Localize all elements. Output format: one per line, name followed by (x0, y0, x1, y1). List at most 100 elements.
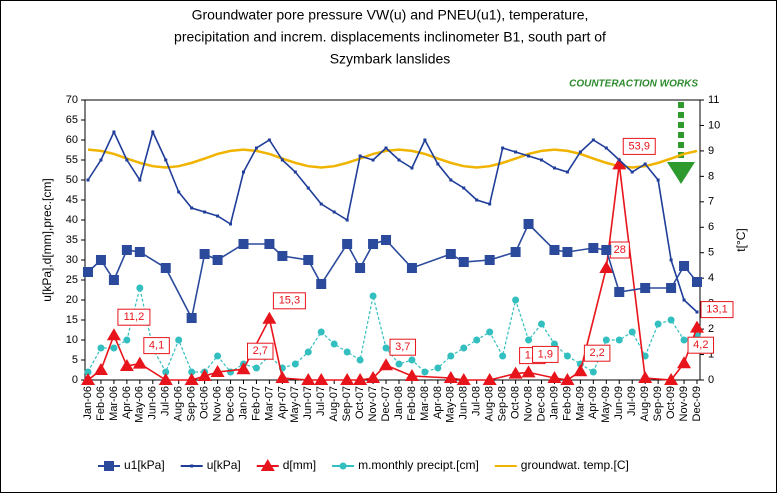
marker (591, 138, 595, 142)
marker (379, 358, 394, 371)
marker (175, 336, 183, 344)
y-tick-label: 30 (66, 254, 78, 266)
marker (184, 373, 199, 385)
x-tick-label: Jul-06 (160, 386, 172, 416)
x-tick-label: Aug-08 (484, 386, 496, 421)
marker (612, 157, 627, 170)
x-tick-label: Oct-08 (510, 386, 522, 419)
value-label: 1,9 (538, 348, 553, 360)
x-tick-label: Jun-09 (613, 386, 625, 420)
marker (538, 320, 546, 328)
x-tick-label: Oct-06 (199, 386, 211, 419)
marker (368, 239, 379, 249)
marker (643, 162, 647, 166)
marker (484, 255, 495, 265)
marker (112, 130, 116, 134)
works-arrow (667, 162, 695, 184)
value-label-box (622, 137, 656, 155)
x-tick-label: Aug-07 (328, 386, 340, 421)
marker (277, 251, 288, 261)
marker (264, 239, 275, 249)
marker (510, 247, 521, 257)
legend-label: groundwat. temp.[C] (521, 458, 629, 472)
y2-tick-label: 7 (708, 196, 714, 208)
marker (604, 146, 608, 150)
marker (86, 178, 90, 182)
x-tick-label: Jan-08 (393, 386, 405, 420)
marker (119, 359, 134, 371)
marker (617, 158, 621, 162)
legend-marker (260, 459, 275, 471)
marker (214, 352, 222, 360)
marker (667, 316, 675, 324)
y-tick-label: 10 (66, 334, 78, 346)
marker (210, 365, 225, 377)
series-line (87, 287, 698, 374)
value-label-box (389, 338, 417, 356)
marker (669, 258, 673, 262)
x-tick-label: Sep-07 (341, 386, 353, 421)
legend-marker (339, 462, 347, 470)
marker (456, 373, 471, 385)
marker (547, 371, 562, 383)
marker (353, 373, 368, 385)
marker (682, 298, 686, 302)
marker (434, 364, 442, 372)
marker (236, 362, 251, 375)
marker (216, 214, 220, 218)
marker (293, 170, 297, 174)
marker (262, 311, 277, 324)
x-tick-label: Dec-09 (691, 386, 703, 421)
x-tick-label: Feb-08 (406, 386, 418, 421)
value-label: 4,1 (149, 340, 164, 352)
marker (447, 352, 455, 360)
marker (395, 360, 403, 368)
marker (514, 150, 518, 154)
marker (599, 261, 614, 273)
x-tick-label: Sep-06 (186, 386, 198, 421)
x-tick-label: Jul-08 (471, 386, 483, 416)
x-tick-label: Jan-07 (237, 386, 249, 420)
y2-tick-label: 11 (708, 94, 719, 106)
marker (589, 368, 597, 376)
marker (458, 257, 469, 267)
marker (501, 146, 505, 150)
legend-label: u1[kPa] (124, 458, 165, 472)
marker (677, 356, 692, 369)
value-label: 15,3 (279, 295, 300, 307)
x-tick-label: Oct-09 (665, 386, 677, 419)
x-tick-label: May-08 (445, 386, 457, 423)
y-tick-label: 25 (66, 274, 78, 286)
y2-axis-label: t[°C] (734, 228, 748, 251)
marker (666, 283, 677, 293)
marker (690, 320, 704, 333)
marker (301, 373, 316, 385)
y2-tick-label: 5 (708, 247, 714, 259)
x-tick-label: Jul-07 (315, 386, 327, 416)
chart-title: Groundwater pore pressure VW(u) and PNEU… (192, 7, 589, 23)
marker (366, 371, 381, 383)
marker (95, 255, 106, 265)
marker (521, 365, 536, 378)
marker (369, 292, 377, 300)
y-tick-label: 45 (66, 194, 78, 206)
value-label-box (117, 308, 151, 326)
x-tick-label: Oct-07 (354, 386, 366, 419)
marker (342, 239, 353, 249)
marker (319, 202, 323, 206)
marker (252, 364, 260, 372)
legend-marker (104, 461, 114, 471)
marker (238, 239, 249, 249)
x-tick-label: Aug-06 (173, 386, 185, 421)
marker (188, 368, 196, 376)
marker (136, 284, 144, 292)
series-line (87, 148, 698, 169)
y-tick-label: 70 (66, 94, 78, 106)
marker (654, 320, 662, 328)
marker (482, 373, 497, 385)
marker (508, 366, 523, 379)
marker (84, 368, 92, 376)
marker (371, 158, 375, 162)
y-tick-label: 35 (66, 234, 78, 246)
x-tick-label: Jul-09 (626, 386, 638, 416)
